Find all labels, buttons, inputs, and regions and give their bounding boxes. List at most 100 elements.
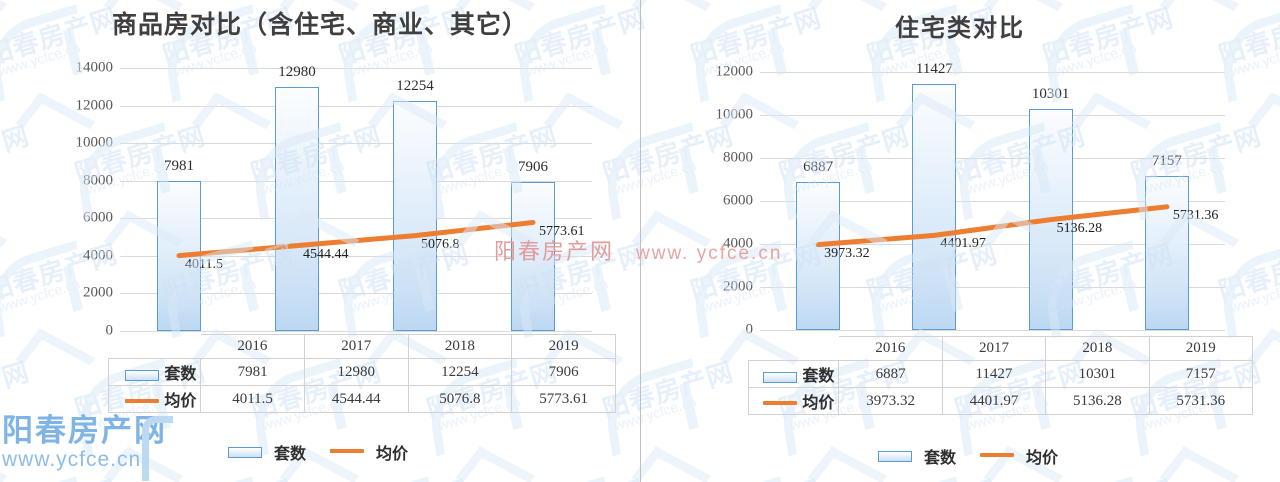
- line-value-label: 4544.44: [303, 246, 349, 262]
- legend-bar-label: 套数: [274, 444, 307, 463]
- table-line-swatch-icon: [125, 399, 160, 404]
- y-axis-tick-label: 4000: [723, 235, 753, 252]
- line-value-label: 5731.36: [1172, 207, 1219, 223]
- table-cell: 6887: [838, 360, 943, 388]
- legend-line-swatch-icon: [330, 448, 365, 453]
- table-row: 2016 2017 2018 2019: [109, 334, 616, 359]
- table-cell: 5773.61: [511, 385, 616, 413]
- table-header-cell: 2016: [838, 336, 943, 361]
- table-cell: 10301: [1045, 360, 1150, 388]
- table-cell: 5136.28: [1045, 387, 1150, 415]
- bar-2019: [511, 182, 555, 331]
- plot-area-right: 0 2000 4000 6000 8000 10000 12000 6887 11427 1030…: [716, 61, 1225, 338]
- data-table-right: 2016 2017 2018 2019 套数 6887 11427 10301 7157 均价 39…: [747, 336, 1254, 415]
- chart-panel-commodity-housing: 商品房对比（含住宅、商业、其它） 0 2000 4000 6000 8000 10000 1…: [76, 10, 616, 464]
- legend-line-label: 均价: [376, 444, 409, 463]
- y-axis-tick-label: 6000: [83, 209, 113, 226]
- table-row: 套数 6887 11427 10301 7157: [747, 360, 1254, 388]
- y-axis-tick-label: 12000: [715, 63, 754, 80]
- table-cell: 5076.8: [407, 385, 513, 413]
- table-row: 2016 2017 2018 2019: [749, 336, 1254, 361]
- table-cell: 5731.36: [1148, 387, 1254, 415]
- bar-value-label: 7157: [1151, 153, 1182, 170]
- gridline: [760, 72, 1225, 73]
- gridline: [760, 287, 1225, 288]
- table-cell: 7981: [200, 358, 305, 386]
- gridline: [760, 115, 1225, 116]
- table-series-key: 均价: [107, 385, 202, 413]
- table-header-cell: 2019: [511, 334, 616, 359]
- line-value-label: 4011.5: [185, 256, 223, 272]
- y-axis-tick-label: 10000: [715, 106, 754, 123]
- line-value-label: 5076.8: [421, 236, 460, 252]
- bar-value-label: 7906: [518, 159, 548, 176]
- gridline: [120, 180, 592, 182]
- y-axis-tick-label: 8000: [723, 149, 753, 166]
- table-bar-swatch-icon: [763, 372, 798, 384]
- line-value-label: 4401.97: [940, 236, 986, 252]
- site-logo-name: 阳春房产网: [2, 413, 167, 449]
- legend-line-label: 均价: [1026, 448, 1059, 467]
- table-row: 均价 3973.32 4401.97 5136.28 5731.36: [747, 387, 1254, 415]
- y-axis-tick-label: 8000: [83, 172, 113, 189]
- table-cell: 7906: [511, 358, 616, 386]
- bar-value-label: 11427: [915, 61, 953, 78]
- gridline: [120, 143, 592, 145]
- table-corner-cell: [749, 337, 839, 361]
- table-header-cell: 2018: [408, 334, 513, 359]
- average-price-line: [815, 204, 1170, 248]
- gridline: [760, 158, 1225, 159]
- table-cell: 4544.44: [303, 385, 409, 413]
- legend-bar-swatch-icon: [228, 446, 262, 458]
- plot-area-left: 0 2000 4000 6000 8000 10000 12000 14000 7981 1298…: [76, 60, 592, 339]
- table-header-cell: 2019: [1149, 336, 1254, 361]
- table-header-cell: 2017: [942, 336, 1047, 361]
- table-series-name: 均价: [802, 393, 835, 412]
- chart-legend-left: 套数 均价: [228, 440, 408, 464]
- table-line-swatch-icon: [763, 401, 798, 406]
- page-title-right: 住宅类对比: [895, 13, 1025, 42]
- table-series-name: 套数: [164, 364, 197, 383]
- table-cell: 11427: [941, 360, 1047, 388]
- bar-value-label: 6887: [803, 158, 834, 175]
- bar-value-label: 10301: [1031, 85, 1070, 102]
- table-cell: 3973.32: [838, 387, 943, 415]
- table-row: 套数 7981 12980 12254 7906: [107, 358, 616, 386]
- chart-panel-residential: 住宅类对比 0 2000 4000 6000 8000 10000 12000 6887 114…: [640, 0, 1280, 482]
- gridline: [120, 68, 592, 69]
- gridline: [120, 218, 592, 220]
- table-series-key: 套数: [107, 358, 202, 386]
- y-axis-tick-label: 12000: [75, 97, 114, 114]
- table-header-cell: 2017: [304, 334, 409, 359]
- bar-2017: [275, 87, 319, 331]
- gridline: [120, 105, 592, 107]
- site-logo-url: www.ycfce.cn: [2, 448, 142, 471]
- line-value-label: 5136.28: [1056, 220, 1103, 236]
- y-axis-tick-label: 4000: [83, 247, 113, 264]
- table-series-key: 套数: [747, 360, 840, 388]
- bar-value-label: 12980: [278, 64, 316, 81]
- gridline: [760, 244, 1225, 245]
- table-series-key: 均价: [747, 387, 840, 415]
- line-value-label: 3973.32: [824, 245, 870, 261]
- site-logo-hook-icon: [142, 416, 173, 481]
- gridline: [760, 201, 1225, 202]
- data-table-left: 2016 2017 2018 2019 套数 7981 12980 12254 7906 均价 40…: [107, 334, 616, 413]
- y-axis-tick-label: 2000: [83, 284, 113, 301]
- panel-divider: [640, 0, 641, 482]
- gridline: [120, 255, 592, 257]
- legend-line-swatch-icon: [980, 452, 1015, 457]
- table-cell: 12980: [303, 358, 409, 386]
- page-title-left: 商品房对比（含住宅、商业、其它）: [111, 10, 528, 39]
- bar-value-label: 12254: [396, 77, 434, 94]
- table-cell: 12254: [407, 358, 513, 386]
- legend-bar-swatch-icon: [878, 450, 912, 462]
- table-header-cell: 2016: [200, 334, 305, 359]
- site-logo: 阳春房产网 www.ycfce.cn: [2, 413, 173, 481]
- bar-2018: [393, 100, 437, 331]
- table-series-name: 均价: [164, 391, 197, 410]
- table-cell: 7157: [1148, 360, 1254, 388]
- table-header-cell: 2018: [1045, 336, 1150, 361]
- gridline: [120, 331, 592, 332]
- line-value-label: 5773.61: [539, 223, 585, 239]
